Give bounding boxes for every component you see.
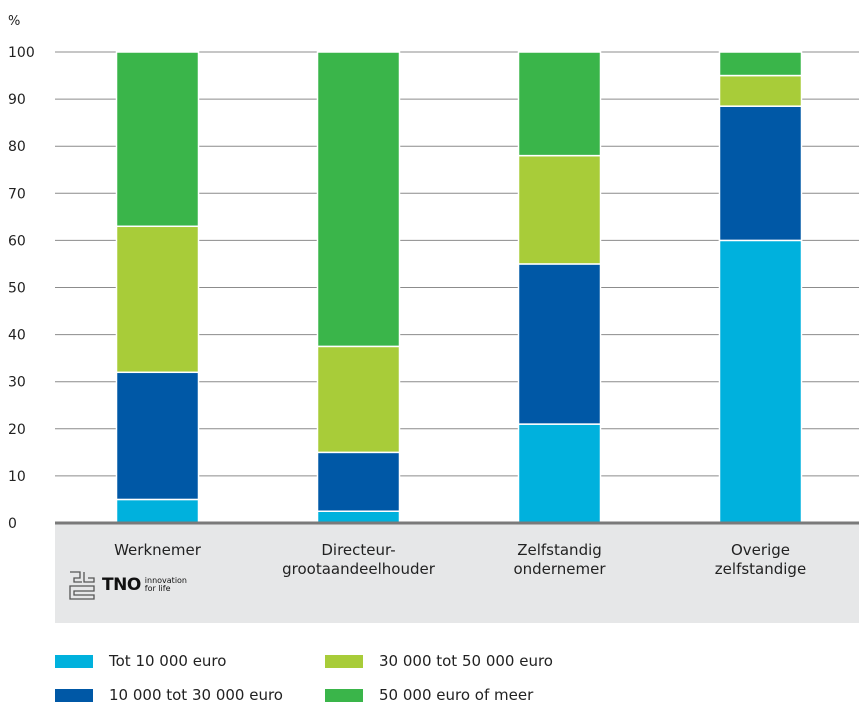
y-tick-label: 100 bbox=[8, 45, 35, 61]
category-label: Werknemer bbox=[114, 541, 202, 559]
y-unit-label: % bbox=[8, 14, 20, 29]
legend-swatch bbox=[325, 654, 363, 668]
bar-segment bbox=[316, 345, 401, 454]
bar-segment bbox=[718, 239, 803, 524]
bar-segment bbox=[115, 225, 200, 374]
category-label: zelfstandige bbox=[715, 560, 806, 578]
category-label: Zelfstandig bbox=[517, 541, 602, 559]
tno-tagline-2: for life bbox=[144, 584, 171, 593]
y-tick-label: 30 bbox=[8, 375, 26, 391]
category-band bbox=[55, 523, 859, 623]
legend-swatch bbox=[55, 688, 93, 702]
bar-segment bbox=[517, 423, 602, 524]
y-tick-label: 70 bbox=[8, 186, 26, 202]
category-label: grootaandeelhouder bbox=[282, 560, 436, 578]
y-axis-ticks: 0 10 20 30 40 50 60 70 80 90 100 bbox=[8, 45, 35, 532]
source-logos: TNO innovation for life bbox=[68, 570, 187, 600]
category-label: Overige bbox=[731, 541, 790, 559]
legend-swatch bbox=[325, 688, 363, 702]
bar-segment bbox=[718, 105, 803, 242]
category-label: ondernemer bbox=[513, 560, 606, 578]
bar-segment bbox=[115, 371, 200, 501]
y-tick-label: 90 bbox=[8, 92, 26, 108]
legend-item-10000-30000: 10 000 tot 30 000 euro bbox=[55, 686, 283, 704]
bar-segment bbox=[718, 51, 803, 77]
bar-segment bbox=[115, 51, 200, 228]
bar-segment bbox=[517, 51, 602, 157]
y-tick-label: 40 bbox=[8, 328, 26, 344]
tno-tagline-1: innovation bbox=[144, 576, 187, 585]
bar-segment bbox=[718, 74, 803, 107]
legend-label: Tot 10 000 euro bbox=[109, 652, 227, 670]
category-labels: Werknemer Directeur-grootaandeelhouder Zel… bbox=[114, 541, 806, 578]
legend-item-tot-10000: Tot 10 000 euro bbox=[55, 652, 226, 670]
bar-segment bbox=[316, 51, 401, 348]
bar-segment bbox=[316, 510, 401, 524]
legend-swatch bbox=[55, 654, 93, 668]
y-tick-label: 50 bbox=[8, 281, 26, 297]
bar-segment bbox=[316, 451, 401, 512]
y-tick-label: 60 bbox=[8, 233, 26, 249]
category-axis-band bbox=[55, 523, 859, 623]
y-tick-label: 80 bbox=[8, 139, 26, 155]
category-label: Directeur- bbox=[321, 541, 395, 559]
y-tick-label: 0 bbox=[8, 516, 17, 532]
legend-label: 50 000 euro of meer bbox=[379, 686, 534, 704]
bar-segment bbox=[517, 154, 602, 265]
y-tick-label: 20 bbox=[8, 422, 26, 438]
stacked-bar-chart: 0 10 20 30 40 50 60 70 80 90 100 Werknemer Directeu… bbox=[8, 14, 859, 623]
tno-logo: TNO bbox=[102, 575, 141, 595]
legend-item-50000-plus: 50 000 euro of meer bbox=[325, 686, 533, 704]
cbs-logo-icon bbox=[69, 571, 95, 600]
legend-label: 10 000 tot 30 000 euro bbox=[109, 686, 283, 704]
bars bbox=[115, 51, 803, 524]
bar-segment bbox=[115, 498, 200, 524]
legend-label: 30 000 tot 50 000 euro bbox=[379, 652, 553, 670]
legend-item-30000-50000: 30 000 tot 50 000 euro bbox=[325, 652, 553, 670]
y-tick-label: 10 bbox=[8, 469, 26, 485]
bar-segment bbox=[517, 263, 602, 425]
